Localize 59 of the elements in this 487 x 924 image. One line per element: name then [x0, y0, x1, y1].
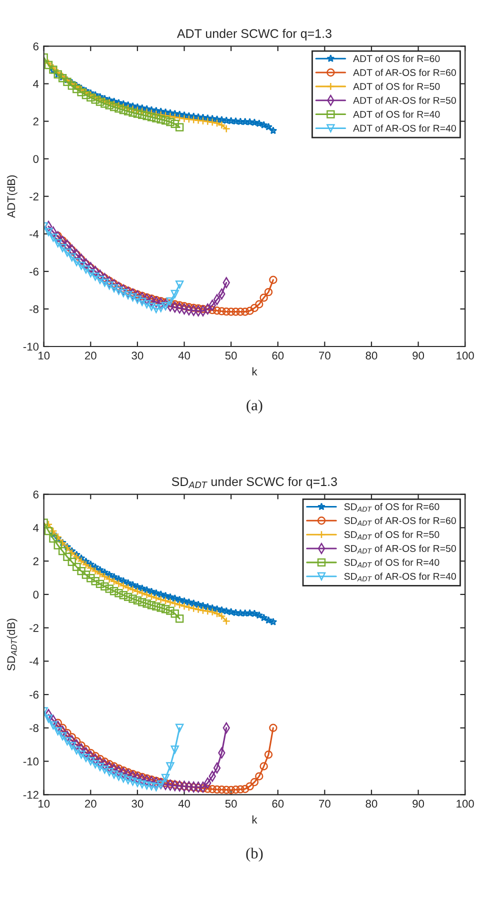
x-tick-label: 70	[319, 352, 330, 360]
legend-label: SD$_{ADT}$ of OS for R=60	[344, 503, 440, 512]
legend-label: ADT of OS for R=40	[353, 110, 440, 118]
y-tick-label: 6	[33, 42, 38, 50]
x-tick-label: 80	[366, 800, 378, 808]
y-tick-label: 0	[33, 590, 39, 599]
x-tick-label: 30	[132, 352, 144, 360]
x-tick-label: 80	[366, 352, 378, 360]
y-tick-label: -4	[30, 658, 39, 666]
x-tick-label: 20	[85, 800, 96, 808]
x-tick-label: 90	[412, 352, 424, 360]
x-tick-label: 40	[178, 352, 190, 360]
x-tick-label: 30	[132, 800, 144, 808]
y-tick-label: 0	[33, 155, 39, 163]
y-tick-label: -10	[23, 342, 39, 351]
y-axis-title: ADT(dB)	[7, 175, 18, 218]
y-tick-label: -6	[30, 690, 38, 699]
legend-label: ADT of AR-OS for R=50	[353, 96, 456, 104]
text: (a)	[246, 400, 262, 414]
y-tick-label: 4	[33, 80, 39, 88]
y-tick-label: -8	[30, 305, 38, 314]
x-axis-title: k	[252, 815, 258, 824]
x-tick-label: 90	[412, 800, 424, 808]
legend-label: SD$_{ADT}$ of OS for R=40	[344, 558, 440, 568]
text: (b)	[246, 848, 263, 862]
legend-label: ADT of OS for R=60	[353, 54, 440, 62]
legend-label: SD$_{ADT}$ of AR-OS for R=60	[344, 516, 456, 526]
x-tick-label: 100	[456, 352, 474, 360]
y-axis-title: SD$_{ADT}$(dB)	[6, 618, 18, 670]
y-tick-label: -4	[30, 230, 39, 238]
x-tick-label: 50	[225, 352, 237, 360]
legend-label: ADT of AR-OS for R=60	[353, 68, 456, 76]
y-tick-label: -6	[30, 268, 38, 276]
x-tick-label: 50	[225, 800, 237, 808]
chart-title: SD$_{ADT}$ under SCWC for q=1.3	[172, 476, 337, 489]
y-tick-label: 2	[33, 118, 38, 126]
x-tick-label: 70	[319, 800, 330, 808]
y-tick-label: -2	[30, 624, 38, 632]
x-tick-label: 10	[38, 800, 50, 808]
x-tick-label: 40	[178, 800, 190, 808]
x-tick-label: 100	[456, 800, 474, 808]
y-tick-label: 4	[33, 524, 39, 532]
x-tick-label: 10	[38, 352, 50, 360]
x-tick-label: 60	[272, 800, 284, 808]
legend-label: SD$_{ADT}$ of AR-OS for R=50	[344, 544, 456, 554]
y-tick-label: 2	[33, 557, 38, 566]
chart-title: ADT under SCWC for q=1.3	[176, 28, 332, 40]
legend-label: SD$_{ADT}$ of OS for R=50	[344, 530, 440, 540]
x-tick-label: 20	[85, 352, 96, 360]
y-tick-label: 6	[33, 490, 38, 498]
y-tick-label: -2	[30, 192, 38, 200]
legend-label: SD$_{ADT}$ of AR-OS for R=40	[344, 572, 456, 582]
y-tick-label: -8	[30, 724, 38, 732]
legend-label: ADT of OS for R=50	[353, 82, 440, 90]
legend-label: ADT of AR-OS for R=40	[353, 124, 456, 132]
y-tick-label: -12	[23, 790, 38, 799]
x-tick-label: 60	[272, 352, 284, 360]
y-tick-label: -10	[23, 758, 39, 766]
x-axis-title: k	[252, 367, 258, 376]
